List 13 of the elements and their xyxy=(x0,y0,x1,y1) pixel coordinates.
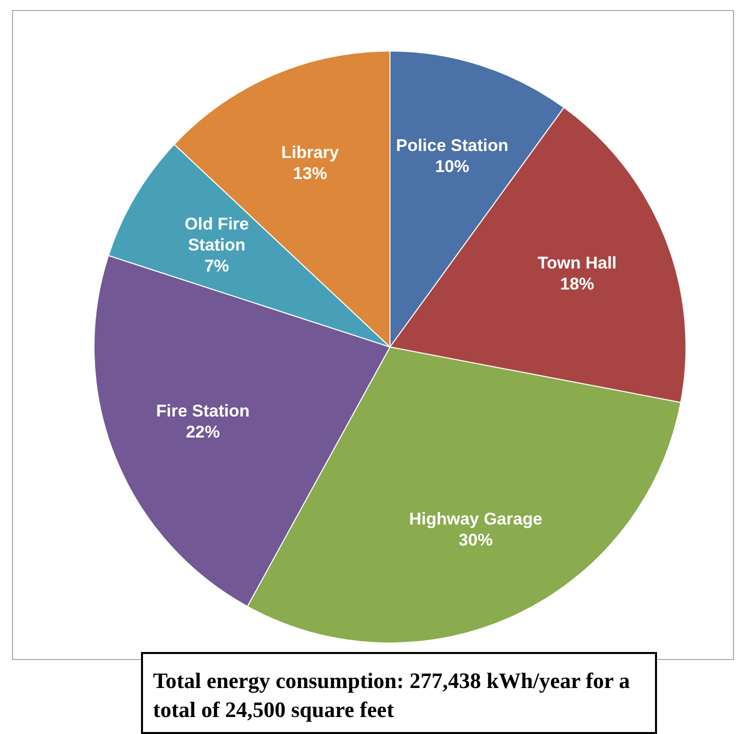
data-label: 30% xyxy=(458,530,493,550)
slice-label: Town Hall xyxy=(538,252,617,272)
slice-label: Fire Station xyxy=(156,401,250,420)
data-label: 22% xyxy=(186,422,220,442)
data-label: 10% xyxy=(435,156,470,176)
slice-label: Old Fire Station xyxy=(184,214,249,254)
data-label: 7% xyxy=(204,256,230,276)
data-label: 18% xyxy=(560,274,594,293)
slice-label: Library xyxy=(281,142,340,162)
slice-label: Police Station xyxy=(396,136,508,155)
slice-label: Highway Garage xyxy=(409,509,542,528)
text: Total energy consumption: 277,438 kWh/year for a total of 24,500 square feet xyxy=(141,652,657,734)
data-label: 13% xyxy=(293,163,328,182)
